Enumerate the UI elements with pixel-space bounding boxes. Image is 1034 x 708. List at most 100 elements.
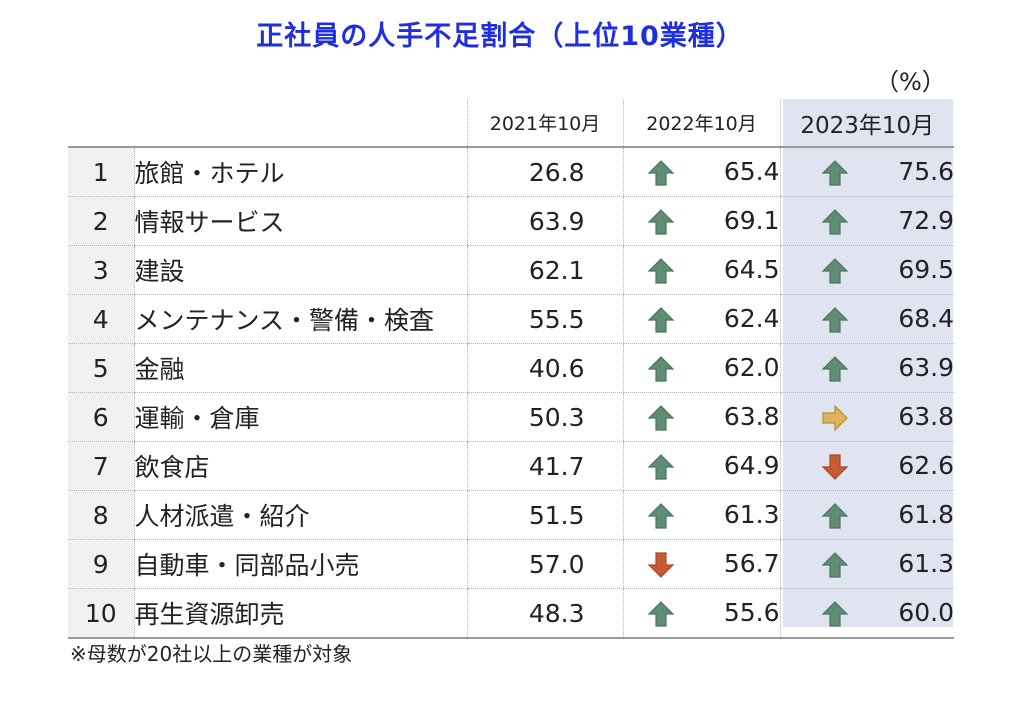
arrow-down-icon	[820, 452, 850, 482]
arrow-up-icon	[646, 207, 676, 237]
footnote: ※母数が20社以上の業種が対象	[70, 642, 353, 666]
value-cell-2021: 62.1	[466, 245, 623, 295]
value-2022: 56.7	[723, 548, 780, 578]
value-2022: 63.8	[723, 401, 780, 431]
value-cell-2022: 62.0	[622, 343, 780, 393]
value-cell-2023: 61.8	[779, 490, 954, 540]
value-2022: 62.0	[723, 352, 780, 382]
rank-cell: 6	[68, 392, 134, 442]
table-row: 6 運輸・倉庫 50.3 63.8 63.8	[68, 392, 954, 442]
value-cell-2021: 57.0	[466, 539, 623, 589]
industry-cell: 情報サービス	[133, 196, 467, 246]
column-header-2023: 2023年10月	[779, 99, 954, 148]
value-cell-2023: 61.3	[779, 539, 954, 589]
value-2021: 48.3	[528, 598, 585, 628]
value-cell-2021: 26.8	[466, 147, 623, 197]
rank-cell: 10	[68, 588, 134, 639]
value-cell-2023: 68.4	[779, 294, 954, 344]
unit-label: （%）	[875, 68, 946, 96]
arrow-up-icon	[646, 354, 676, 384]
arrow-up-icon	[820, 599, 850, 629]
value-cell-2021: 55.5	[466, 294, 623, 344]
value-2023: 69.5	[898, 254, 954, 284]
value-2022: 55.6	[723, 597, 780, 627]
value-2022: 64.5	[723, 254, 780, 284]
arrow-up-icon	[820, 501, 850, 531]
table-row: 3 建設 62.1 64.5 69.5	[68, 245, 954, 295]
table-row: 9 自動車・同部品小売 57.0 56.7 61.3	[68, 539, 954, 589]
value-cell-2022: 55.6	[622, 588, 780, 639]
value-2021: 55.5	[528, 304, 585, 334]
value-2021: 50.3	[528, 402, 585, 432]
value-2021: 63.9	[528, 206, 585, 236]
rank-cell: 1	[68, 147, 134, 197]
value-cell-2023: 75.6	[779, 147, 954, 197]
ranking-table: 2021年10月 2022年10月 2023年10月 1 旅館・ホテル 26.8 65…	[68, 99, 954, 639]
value-cell-2022: 56.7	[622, 539, 780, 589]
value-cell-2023: 63.8	[779, 392, 954, 442]
value-2021: 41.7	[528, 451, 585, 481]
value-cell-2021: 63.9	[466, 196, 623, 246]
arrow-up-icon	[820, 305, 850, 335]
arrow-up-icon	[646, 501, 676, 531]
arrow-up-icon	[646, 305, 676, 335]
arrow-up-icon	[820, 354, 850, 384]
arrow-up-icon	[646, 599, 676, 629]
table-row: 4 メンテナンス・警備・検査 55.5 62.4 68.4	[68, 294, 954, 344]
rank-cell: 5	[68, 343, 134, 393]
value-2022: 64.9	[723, 450, 780, 480]
arrow-up-icon	[646, 158, 676, 188]
arrow-up-icon	[820, 256, 850, 286]
rank-cell: 8	[68, 490, 134, 540]
arrow-up-icon	[820, 550, 850, 580]
arrow-up-icon	[820, 207, 850, 237]
industry-cell: 飲食店	[133, 441, 467, 491]
column-header-2022: 2022年10月	[622, 99, 780, 148]
value-cell-2021: 40.6	[466, 343, 623, 393]
table-row: 5 金融 40.6 62.0 63.9	[68, 343, 954, 393]
value-cell-2023: 62.6	[779, 441, 954, 491]
arrow-up-icon	[646, 256, 676, 286]
rank-cell: 9	[68, 539, 134, 589]
arrow-up-icon	[646, 452, 676, 482]
arrow-up-icon	[646, 403, 676, 433]
value-2023: 60.0	[898, 597, 954, 627]
industry-cell: 人材派遣・紹介	[133, 490, 467, 540]
value-cell-2022: 65.4	[622, 147, 780, 197]
industry-cell: 再生資源卸売	[133, 588, 467, 639]
value-2023: 75.6	[898, 156, 954, 186]
arrow-down-icon	[646, 550, 676, 580]
value-2021: 57.0	[528, 549, 585, 579]
arrow-up-icon	[820, 158, 850, 188]
value-2021: 51.5	[528, 500, 585, 530]
value-cell-2022: 64.9	[622, 441, 780, 491]
value-cell-2023: 69.5	[779, 245, 954, 295]
value-cell-2022: 62.4	[622, 294, 780, 344]
industry-cell: メンテナンス・警備・検査	[133, 294, 467, 344]
value-2023: 72.9	[898, 205, 954, 235]
value-2022: 62.4	[723, 303, 780, 333]
arrow-right-icon	[820, 403, 850, 433]
value-2022: 69.1	[723, 205, 780, 235]
column-header-2021: 2021年10月	[466, 99, 623, 148]
rank-cell: 4	[68, 294, 134, 344]
value-2023: 61.8	[898, 499, 954, 529]
value-2022: 65.4	[723, 156, 780, 186]
industry-cell: 運輸・倉庫	[133, 392, 467, 442]
industry-cell: 旅館・ホテル	[133, 147, 467, 197]
table-row: 2 情報サービス 63.9 69.1 72.9	[68, 196, 954, 246]
value-cell-2023: 63.9	[779, 343, 954, 393]
value-2023: 63.8	[898, 401, 954, 431]
industry-cell: 金融	[133, 343, 467, 393]
value-2023: 63.9	[898, 352, 954, 382]
value-cell-2022: 69.1	[622, 196, 780, 246]
table-row: 8 人材派遣・紹介 51.5 61.3 61.8	[68, 490, 954, 540]
value-2021: 62.1	[528, 255, 585, 285]
value-2021: 40.6	[528, 353, 585, 383]
value-cell-2021: 50.3	[466, 392, 623, 442]
chart-title: 正社員の人手不足割合（上位10業種）	[256, 21, 744, 52]
value-cell-2022: 63.8	[622, 392, 780, 442]
value-cell-2023: 60.0	[779, 588, 954, 639]
value-cell-2021: 41.7	[466, 441, 623, 491]
value-cell-2023: 72.9	[779, 196, 954, 246]
